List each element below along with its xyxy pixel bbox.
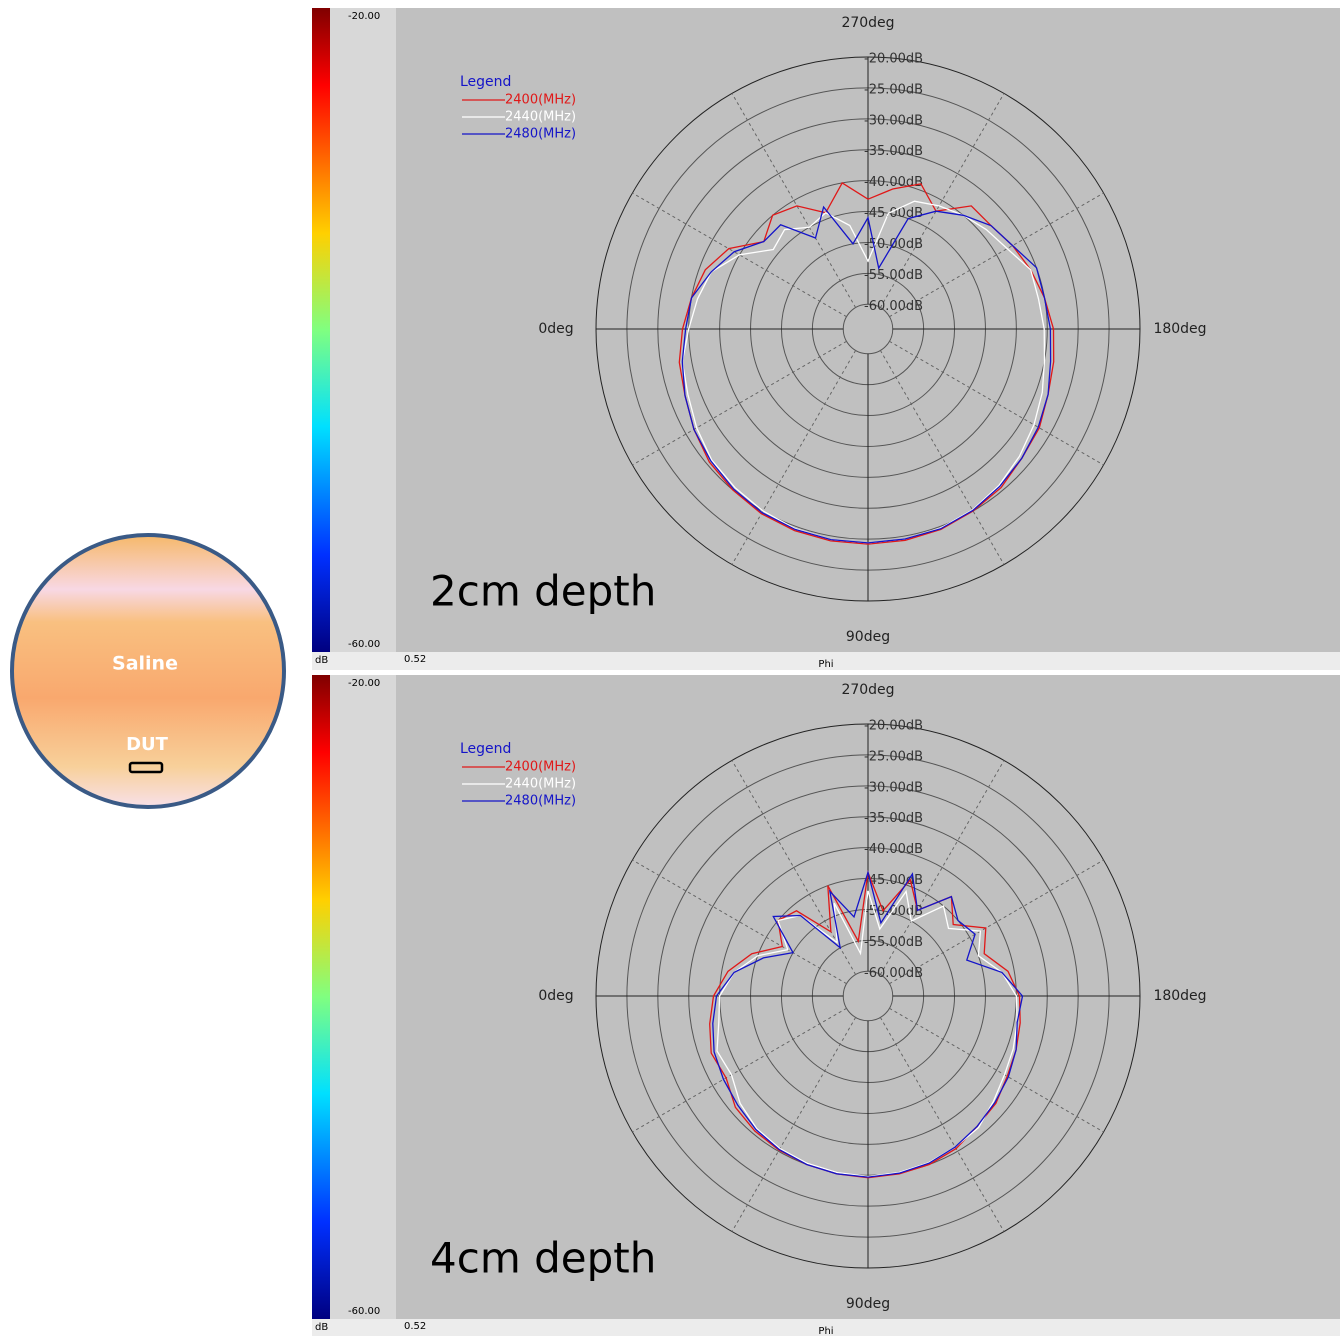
medium-label: Saline — [112, 653, 178, 675]
device-icon — [128, 761, 164, 774]
angular-grid-line — [731, 760, 857, 975]
angular-grid-line — [889, 340, 1104, 466]
radial-tick-label: -40.00dB — [864, 175, 923, 190]
radial-tick-label: -45.00dB — [864, 206, 923, 221]
angular-grid-line — [632, 192, 847, 318]
angular-grid-line — [632, 859, 847, 985]
depth-annotation: 4cm depth — [430, 1234, 656, 1283]
radial-tick-label: -30.00dB — [864, 780, 923, 795]
angular-grid-line — [889, 192, 1104, 318]
saline-diagram: Saline DUT — [10, 533, 286, 809]
legend-title: Legend — [460, 741, 511, 757]
footer-bar — [312, 1319, 1340, 1337]
pattern-line — [716, 889, 1018, 1178]
legend-label: 2400(MHz) — [505, 760, 576, 775]
colorbar-frame — [330, 675, 396, 1319]
pattern-line — [678, 181, 1055, 545]
angle-tick-label: 180deg — [1153, 988, 1206, 1004]
colorbar-tick-label: -60.00 — [348, 639, 380, 650]
pattern-line — [709, 869, 1021, 1179]
x-axis-label: Phi — [818, 1326, 833, 1336]
legend-label: 2440(MHz) — [505, 777, 576, 792]
angular-grid-line — [731, 350, 857, 565]
radial-tick-label: -20.00dB — [864, 719, 923, 734]
radial-tick-label: -45.00dB — [864, 873, 923, 888]
radial-tick-label: -55.00dB — [864, 268, 923, 283]
legend-label: 2400(MHz) — [505, 93, 576, 108]
angular-grid-line — [889, 1007, 1104, 1133]
angle-tick-label: 0deg — [538, 988, 573, 1004]
colorbar — [312, 8, 330, 652]
colorbar-tick-label: -60.00 — [348, 1306, 380, 1317]
angular-grid-line — [889, 859, 1104, 985]
device-label: DUT — [126, 734, 169, 755]
legend-label: 2480(MHz) — [505, 127, 576, 142]
angular-grid-line — [632, 1007, 847, 1133]
colorbar-tick-label: -20.00 — [348, 11, 380, 22]
radial-tick-label: -40.00dB — [864, 842, 923, 857]
angle-tick-label: 270deg — [841, 682, 894, 698]
legend-title: Legend — [460, 74, 511, 90]
radial-tick-label: -55.00dB — [864, 935, 923, 950]
radial-tick-label: -25.00dB — [864, 82, 923, 97]
colorbar-frame — [330, 8, 396, 652]
angle-tick-label: 90deg — [846, 1296, 890, 1312]
angle-tick-label: 180deg — [1153, 321, 1206, 337]
radial-tick-label: -35.00dB — [864, 144, 923, 159]
angular-grid-line — [879, 350, 1005, 565]
colorbar-unit: dB — [315, 655, 328, 666]
angular-grid-line — [632, 340, 847, 466]
x-axis-label: Phi — [818, 659, 833, 670]
colorbar-unit: dB — [315, 1322, 328, 1333]
radial-tick-label: -60.00dB — [864, 966, 923, 981]
footer-value: 0.52 — [404, 1321, 426, 1332]
radial-tick-label: -30.00dB — [864, 113, 923, 128]
footer-bar — [312, 652, 1340, 670]
angle-tick-label: 0deg — [538, 321, 573, 337]
colorbar-tick-label: -20.00 — [348, 678, 380, 689]
angular-grid-line — [879, 93, 1005, 308]
radial-tick-label: -35.00dB — [864, 811, 923, 826]
footer-value: 0.52 — [404, 654, 426, 665]
angular-grid-line — [731, 93, 857, 308]
depth-annotation: 2cm depth — [430, 567, 656, 616]
angular-grid-line — [879, 760, 1005, 975]
saline-phantom — [10, 533, 286, 809]
colorbar — [312, 675, 330, 1319]
pattern-line — [712, 870, 1024, 1178]
angular-grid-line — [879, 1017, 1005, 1232]
radial-tick-label: -60.00dB — [864, 299, 923, 314]
angle-tick-label: 90deg — [846, 629, 890, 645]
legend-label: 2480(MHz) — [505, 794, 576, 809]
pattern-line — [681, 205, 1052, 544]
radial-tick-label: -25.00dB — [864, 749, 923, 764]
angle-tick-label: 270deg — [841, 15, 894, 31]
pattern-line — [681, 200, 1046, 544]
angular-grid-line — [731, 1017, 857, 1232]
legend-label: 2440(MHz) — [505, 110, 576, 125]
radial-tick-label: -20.00dB — [864, 52, 923, 67]
